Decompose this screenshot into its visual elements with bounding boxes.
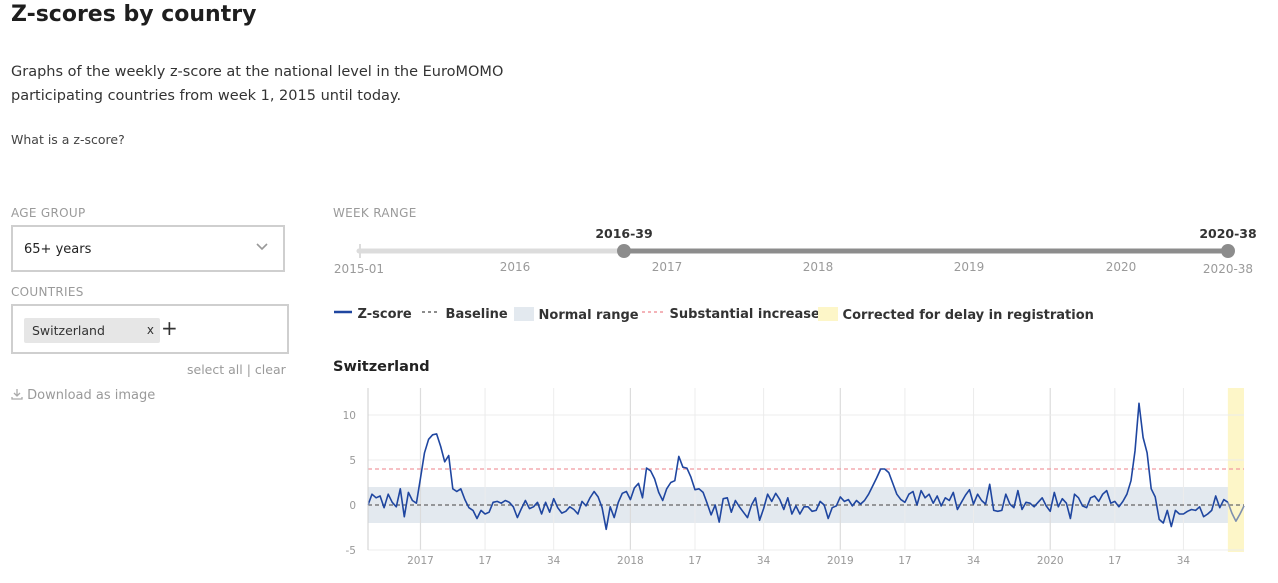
x-tick-label: 2019	[827, 555, 854, 567]
x-tick-label: 2018	[617, 555, 644, 567]
legend-corrected-label: Corrected for delay in registration	[842, 308, 1094, 323]
what-is-zscore-link[interactable]: What is a z-score?	[11, 132, 125, 147]
chevron-down-icon	[256, 243, 268, 251]
select-separator: |	[246, 362, 251, 377]
age-group-select[interactable]: 65+ years	[11, 225, 285, 272]
slider-from-label: 2016-39	[595, 226, 652, 241]
slider-tick-label: 2019	[954, 260, 985, 274]
x-tick-label: 34	[547, 555, 561, 567]
slider-tick-label: 2016	[500, 260, 531, 274]
x-tick-label: 34	[757, 555, 771, 567]
legend-baseline-label: Baseline	[445, 307, 508, 322]
x-tick-label: 34	[1177, 555, 1191, 567]
countries-label: COUNTRIES	[11, 285, 84, 299]
x-tick-label: 2020	[1037, 555, 1064, 567]
select-all-link[interactable]: select all	[187, 362, 243, 377]
remove-country-button[interactable]: x	[146, 323, 154, 337]
week-range-slider: 2016-39 2020-38 2015-01 2020-38 2016 201…	[332, 220, 1272, 290]
age-group-label: AGE GROUP	[11, 206, 86, 220]
y-tick-label: 0	[349, 500, 356, 512]
x-tick-label: 17	[478, 555, 491, 567]
download-image-button[interactable]: Download as image	[11, 388, 155, 403]
y-tick-label: 5	[349, 455, 356, 467]
legend-substantial-label: Substantial increase	[669, 307, 820, 322]
slider-handle-start[interactable]	[617, 244, 631, 258]
x-tick-label: 34	[967, 555, 981, 567]
zscore-chart: 2017 17 34 2018 17 34 2019 17 34 2020 17 34 -5 0 5 10	[343, 388, 1245, 567]
corrected-region	[1227, 388, 1244, 552]
slider-tick-label: 2020	[1106, 260, 1137, 274]
slider-max-label: 2020-38	[1203, 262, 1253, 276]
legend-corrected: Corrected for delay in registration	[818, 307, 1094, 323]
age-group-value: 65+ years	[24, 242, 92, 257]
download-icon	[11, 389, 23, 400]
legend-zscore: Z-score	[333, 307, 412, 322]
zscore-corrected-line	[1227, 502, 1245, 522]
y-tick-label: -5	[346, 545, 356, 557]
clear-link[interactable]: clear	[254, 362, 286, 377]
x-tick-label: 17	[898, 555, 911, 567]
slider-tick-label: 2018	[803, 260, 834, 274]
page-title: Z-scores by country	[11, 2, 257, 27]
x-tick-label: 2017	[407, 555, 434, 567]
select-controls: select all | clear	[187, 362, 286, 377]
country-chip: Switzerland x	[24, 318, 160, 343]
slider-min-label: 2015-01	[334, 262, 384, 276]
week-range-heading: WEEK RANGE	[333, 206, 417, 220]
y-tick-label: 10	[343, 410, 356, 422]
intro-text: Graphs of the weekly z-score at the nati…	[11, 64, 504, 104]
add-country-button[interactable]: +	[161, 316, 178, 340]
x-tick-label: 17	[688, 555, 701, 567]
chart-title: Switzerland	[333, 359, 430, 375]
download-label: Download as image	[27, 388, 156, 403]
legend-substantial: Substantial increase	[641, 307, 820, 322]
legend-zscore-label: Z-score	[357, 307, 412, 322]
slider-tick-label: 2017	[652, 260, 683, 274]
slider-to-label: 2020-38	[1199, 226, 1256, 241]
zscore-series-line	[367, 402, 1229, 531]
country-chip-label: Switzerland	[32, 323, 105, 338]
legend-normal-label: Normal range	[538, 308, 639, 323]
countries-field[interactable]: Switzerland x +	[11, 304, 289, 354]
legend-baseline: Baseline	[421, 307, 508, 322]
legend-normal-range: Normal range	[514, 307, 639, 323]
x-tick-label: 17	[1108, 555, 1121, 567]
slider-handle-end[interactable]	[1221, 244, 1235, 258]
